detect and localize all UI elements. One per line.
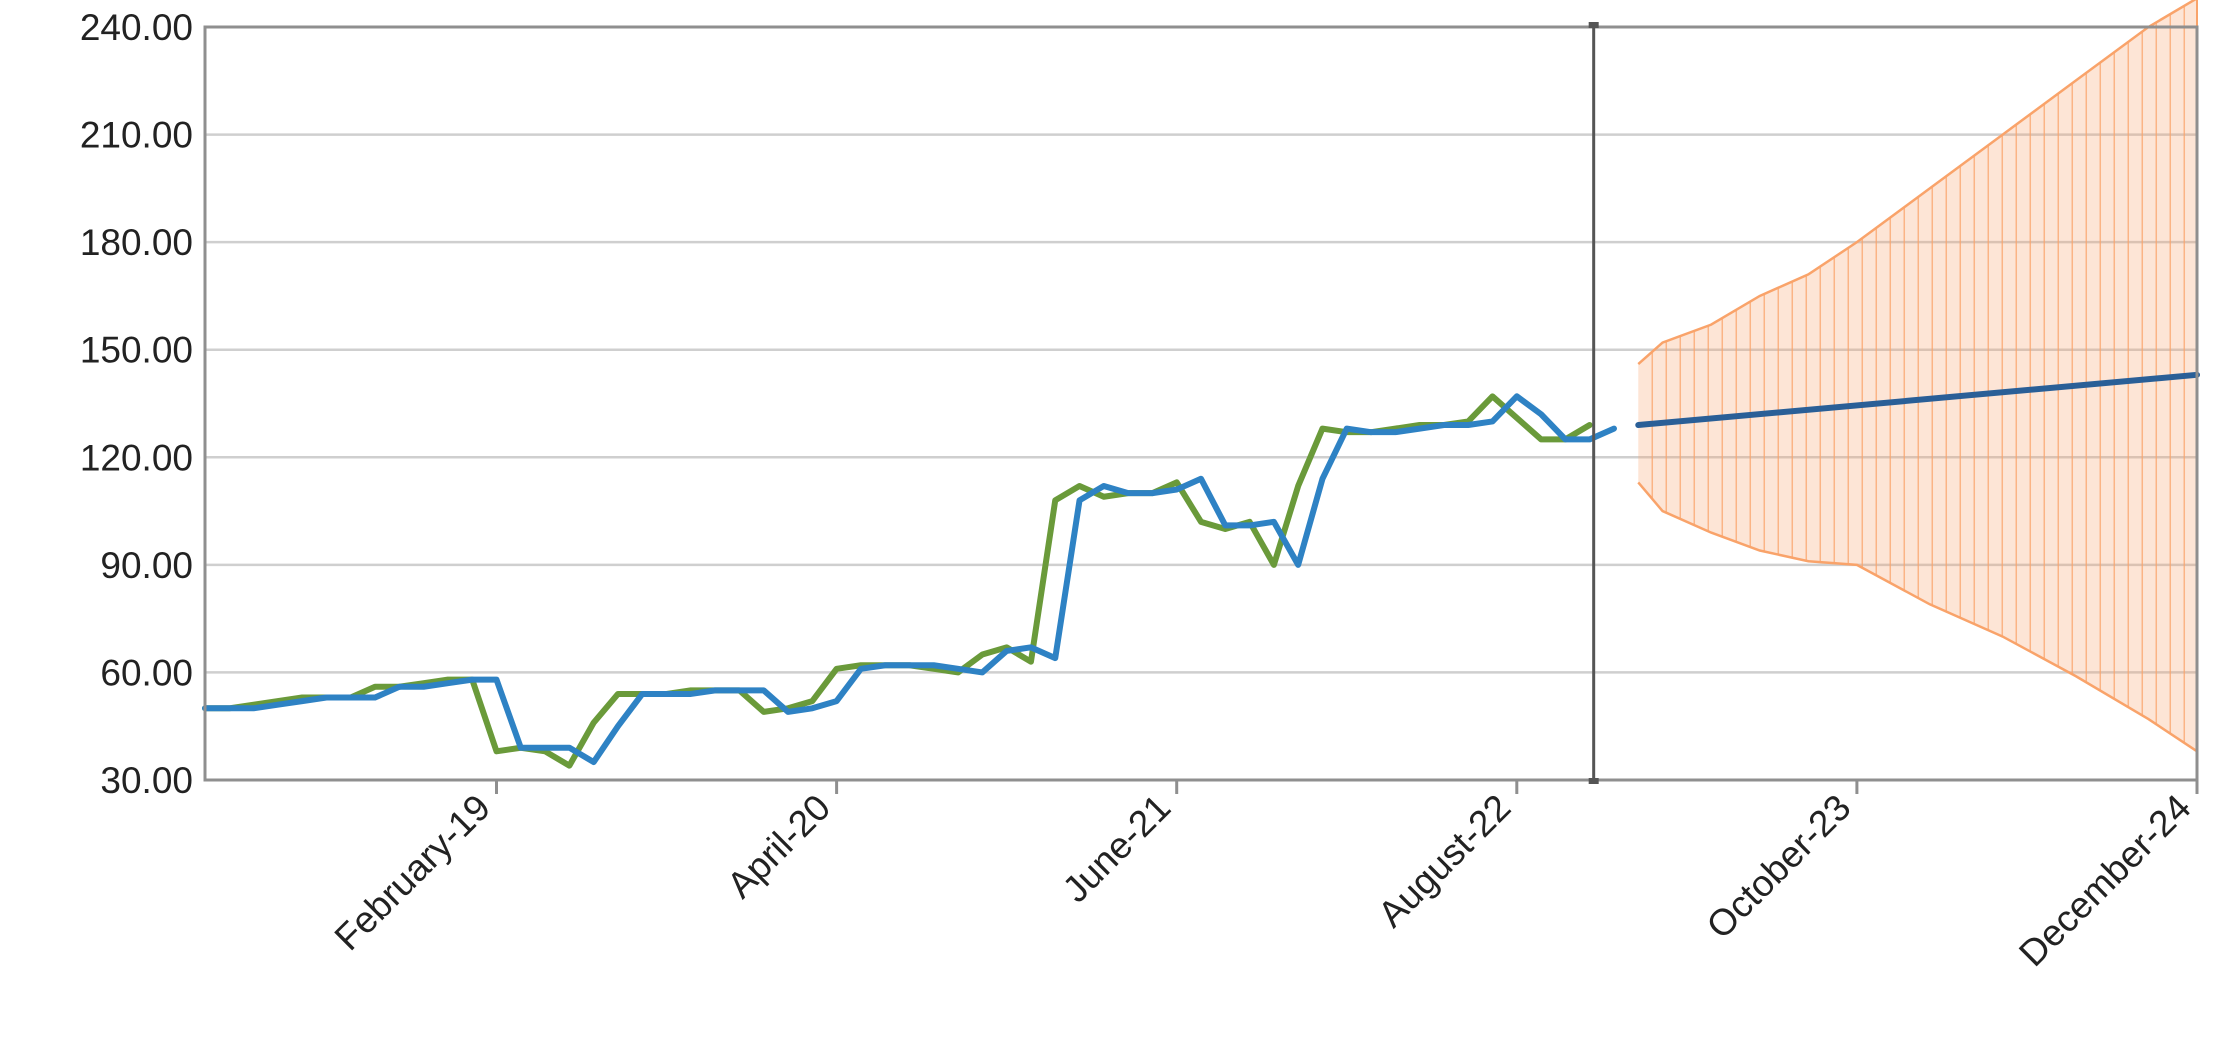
forecast-mean-line xyxy=(1635,371,2200,429)
y-axis: 30.00 60.00 90.00 120.00 150.00 180.00 210.00 2… xyxy=(80,7,193,801)
y-tick-label: 90.00 xyxy=(100,545,193,586)
x-tick-label: August-22 xyxy=(1370,787,1518,935)
series-line-2 xyxy=(202,393,1617,766)
divider-cap-top xyxy=(1588,22,1599,28)
x-tick-label: December-24 xyxy=(2011,787,2198,974)
forecast-upper-bound xyxy=(1637,0,2197,365)
divider-cap-bottom xyxy=(1588,778,1599,784)
y-tick-label: 120.00 xyxy=(80,437,193,478)
forecast-lower-bound xyxy=(1637,481,2198,753)
x-tick-label: June-21 xyxy=(1055,787,1179,911)
y-tick-label: 30.00 xyxy=(100,760,193,801)
y-tick-label: 240.00 xyxy=(80,7,193,48)
forecast-band xyxy=(1637,0,2198,753)
x-axis: February-19 April-20 June-21 August-22 Octob… xyxy=(327,780,2199,974)
y-tick-label: 60.00 xyxy=(100,652,193,693)
y-tick-label: 180.00 xyxy=(80,222,193,263)
series-line-1 xyxy=(202,393,1593,769)
y-tick-label: 210.00 xyxy=(80,115,193,156)
x-tick-label: October-23 xyxy=(1699,787,1859,947)
x-tick-label: February-19 xyxy=(327,787,498,958)
plot-frame xyxy=(203,25,2199,782)
y-tick-label: 150.00 xyxy=(80,330,193,371)
series-lines xyxy=(202,371,2200,769)
x-tick-label: April-20 xyxy=(719,787,838,906)
